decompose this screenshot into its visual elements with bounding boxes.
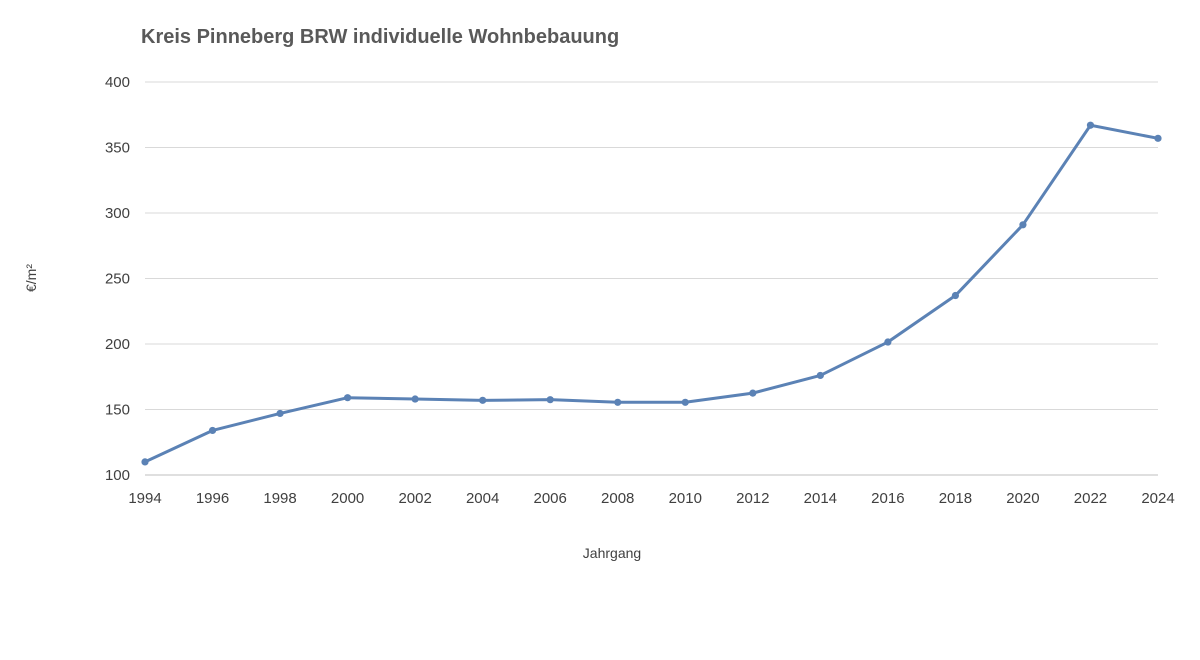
x-tick-label-2004: 2004 xyxy=(466,490,499,507)
data-point-1994 xyxy=(141,458,149,466)
data-point-2010 xyxy=(681,398,689,406)
chart-title: Kreis Pinneberg BRW individuelle Wohnbeb… xyxy=(141,26,619,48)
x-tick-label-2018: 2018 xyxy=(939,490,972,507)
y-tick-label-100: 100 xyxy=(105,467,130,484)
data-point-2018 xyxy=(951,291,960,300)
x-tick-label-2000: 2000 xyxy=(331,490,364,507)
y-tick-label-400: 400 xyxy=(105,74,130,91)
y-tick-label-150: 150 xyxy=(105,402,130,419)
y-tick-labels: 100 150 200 250 300 350 400 xyxy=(105,74,130,484)
data-point-2016 xyxy=(884,338,892,346)
data-point-2004 xyxy=(479,396,487,404)
y-axis-title: €/m² xyxy=(23,264,39,292)
data-point-2000 xyxy=(344,394,352,402)
x-tick-label-1994: 1994 xyxy=(128,490,161,507)
data-point-2020 xyxy=(1019,221,1027,229)
x-tick-label-2010: 2010 xyxy=(669,490,702,507)
data-point-2002 xyxy=(411,395,419,403)
x-tick-label-2016: 2016 xyxy=(871,490,904,507)
x-tick-label-2008: 2008 xyxy=(601,490,634,507)
x-tick-label-2006: 2006 xyxy=(534,490,567,507)
x-tick-label-2020: 2020 xyxy=(1006,490,1039,507)
series-lines xyxy=(143,123,1160,464)
y-tick-label-300: 300 xyxy=(105,205,130,222)
y-tick-label-350: 350 xyxy=(105,140,130,157)
series-line-0 xyxy=(143,123,1160,464)
x-tick-label-2012: 2012 xyxy=(736,490,769,507)
x-axis-title: Jahrgang xyxy=(583,545,641,561)
data-point-2006 xyxy=(546,396,554,404)
x-tick-label-2014: 2014 xyxy=(804,490,837,507)
data-point-2014 xyxy=(816,371,824,380)
y-tick-label-250: 250 xyxy=(105,271,130,288)
y-tick-label-200: 200 xyxy=(105,336,130,353)
x-tick-labels: 1994 1996 1998 2000 2002 2004 2006 2008 2010 2012… xyxy=(128,490,1174,507)
data-point-1998 xyxy=(276,409,284,418)
x-tick-label-1996: 1996 xyxy=(196,490,229,507)
data-points xyxy=(141,121,1162,466)
x-tick-label-2002: 2002 xyxy=(398,490,431,507)
data-point-2008 xyxy=(614,398,622,406)
x-tick-label-2022: 2022 xyxy=(1074,490,1107,507)
data-point-2022 xyxy=(1086,121,1095,129)
x-tick-label-2024: 2024 xyxy=(1141,490,1174,507)
data-point-2024 xyxy=(1154,134,1162,142)
gridlines xyxy=(145,81,1158,476)
data-point-1996 xyxy=(208,426,217,435)
x-tick-label-1998: 1998 xyxy=(263,490,296,507)
data-point-2012 xyxy=(749,389,757,397)
